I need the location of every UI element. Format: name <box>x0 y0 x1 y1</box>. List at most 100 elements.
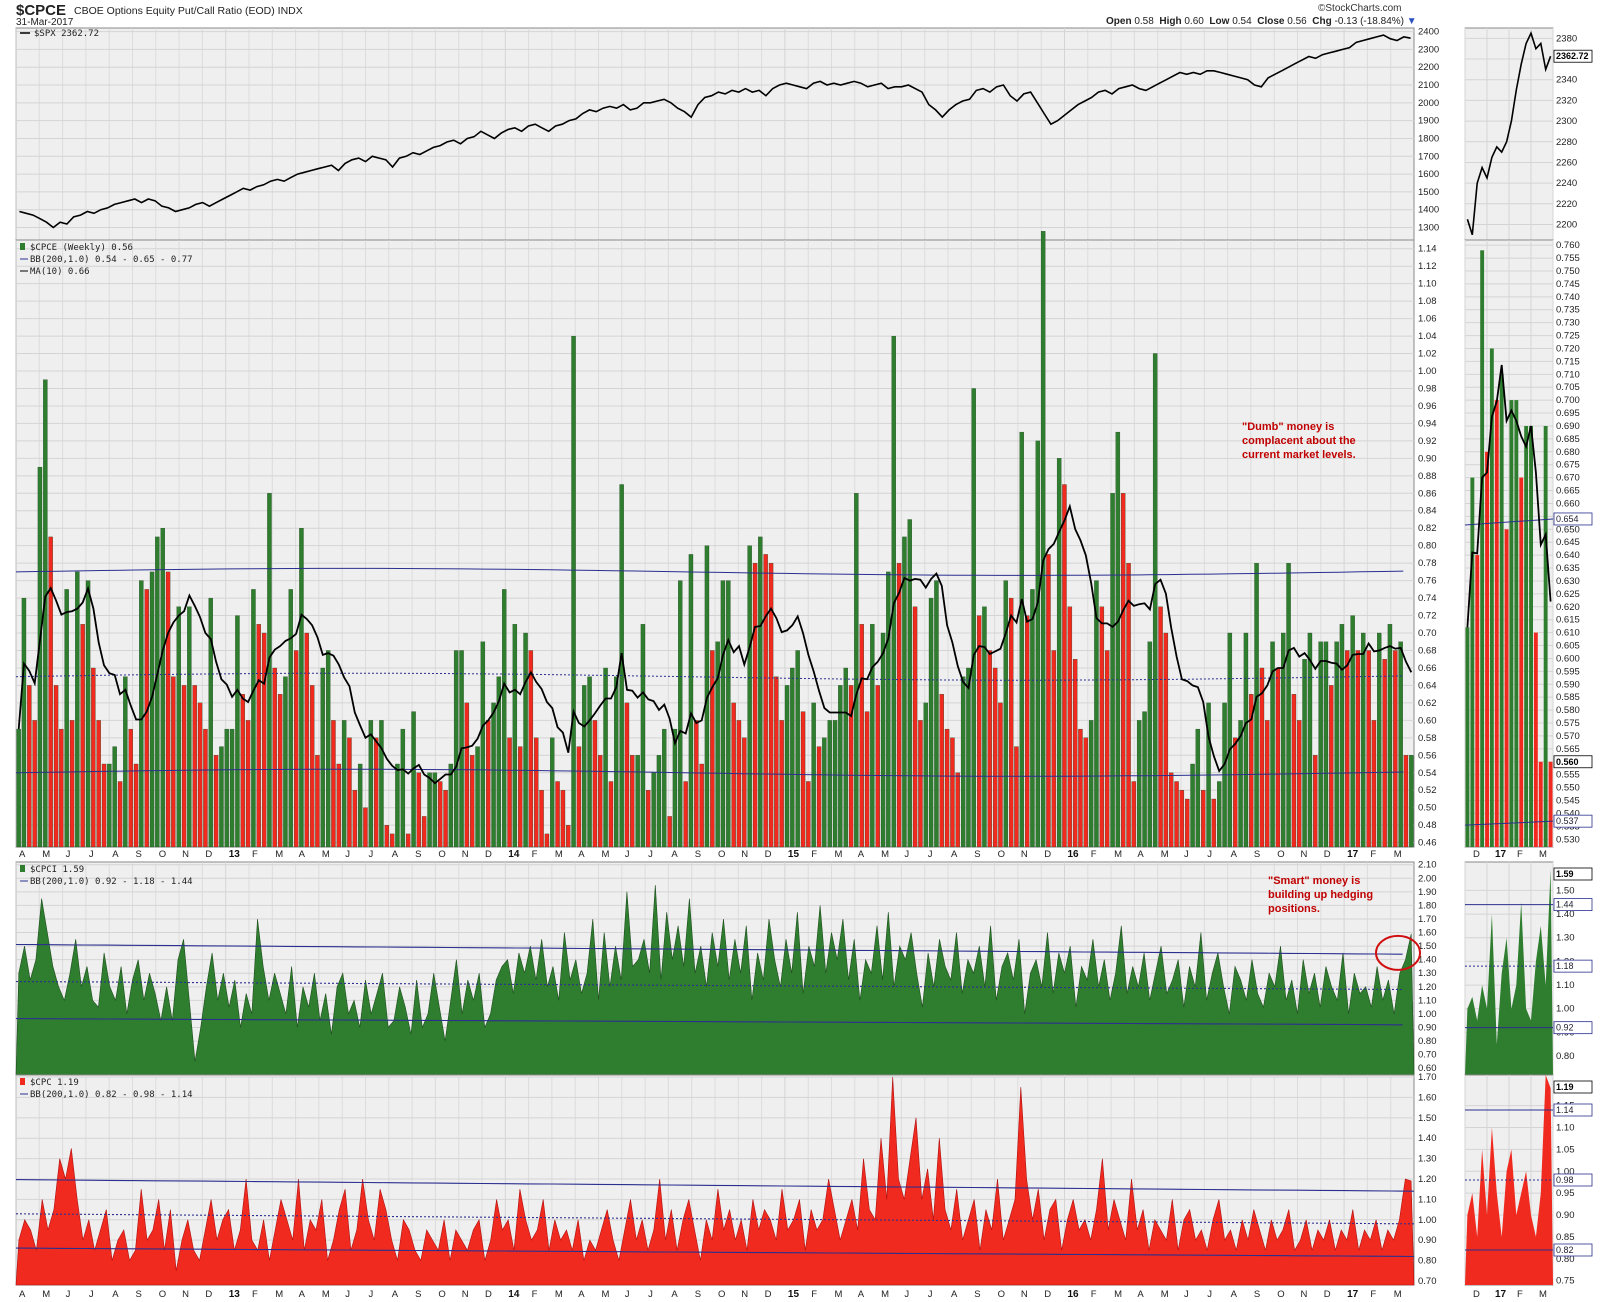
x-tick-label: M <box>42 1289 50 1300</box>
last-value-box <box>1553 898 1593 911</box>
cpce-bar <box>571 335 576 848</box>
cpce-bar <box>982 606 987 848</box>
cpce-bar <box>336 763 342 848</box>
cpce-bar <box>341 720 347 848</box>
cpce-bar <box>838 685 843 848</box>
y-tick-label: 0.96 <box>1418 401 1437 412</box>
y-tick-label: 0.90 <box>1556 1210 1575 1221</box>
y-tick-label: 0.52 <box>1418 785 1437 796</box>
cpce-bar <box>267 493 272 848</box>
y-tick-label: 1.00 <box>1556 1166 1575 1177</box>
last-value-label: 1.44 <box>1556 900 1574 910</box>
y-tick-label: 0.90 <box>1418 1235 1437 1246</box>
y-tick-label: 0.76 <box>1418 576 1437 587</box>
x-tick-label: D <box>1324 1289 1331 1300</box>
x-tick-label: M <box>1161 849 1169 860</box>
cpce-bb-mid <box>15 672 1404 681</box>
y-tick-label: 1300 <box>1418 223 1439 234</box>
cpce-bar <box>800 711 806 848</box>
y-tick-label: 2340 <box>1556 75 1577 86</box>
x-tick-label: 15 <box>788 849 800 860</box>
y-tick-label: 0.610 <box>1556 628 1580 639</box>
cpce-bar <box>155 536 160 848</box>
cpce-bar <box>1110 493 1115 848</box>
x-tick-label: A <box>392 1289 399 1300</box>
x-tick-label: O <box>718 849 725 860</box>
y-tick-label: 1.06 <box>1418 314 1437 325</box>
cpce-bar <box>1398 641 1403 848</box>
high-label: High <box>1159 16 1182 27</box>
cpce-bar <box>203 728 208 848</box>
chg-label: Chg <box>1312 16 1332 27</box>
y-tick-label: 0.95 <box>1556 1188 1575 1199</box>
y-tick-label: 1.30 <box>1418 1154 1437 1165</box>
cpce-bar <box>64 589 69 848</box>
y-tick-label: 0.80 <box>1556 1254 1575 1265</box>
cpce-bar <box>1259 667 1265 848</box>
x-tick-label: O <box>438 1289 445 1300</box>
x-tick-label: 13 <box>229 1289 241 1300</box>
spx-legend: $SPX 2362.72 <box>34 29 99 39</box>
cpce-bar <box>1313 755 1318 848</box>
cpce-bar <box>117 781 123 848</box>
cpce-bar <box>1190 763 1195 848</box>
x-tick-label: A <box>1137 1289 1144 1300</box>
y-tick-label: 2200 <box>1418 62 1439 73</box>
cpce-bar <box>1371 720 1377 848</box>
x-tick-label: F <box>252 1289 258 1300</box>
y-tick-label: 1400 <box>1418 205 1439 216</box>
y-tick-label: 2300 <box>1418 44 1439 55</box>
cpce-bar <box>544 833 550 848</box>
y-tick-label: 0.60 <box>1418 1063 1437 1074</box>
y-tick-label: 0.720 <box>1556 343 1580 354</box>
last-value-label: 0.560 <box>1556 757 1579 767</box>
cpce-bar <box>347 737 352 848</box>
cpce-bar <box>357 763 363 848</box>
y-tick-label: 0.555 <box>1556 770 1580 781</box>
cpce-bar <box>496 676 502 848</box>
x-tick-label: D <box>485 849 492 860</box>
cpce-side-bar <box>1519 477 1524 847</box>
x-tick-label: M <box>1161 1289 1169 1300</box>
cpce-bar <box>16 728 21 848</box>
y-tick-label: 0.755 <box>1556 253 1580 264</box>
x-tick-label: N <box>182 849 189 860</box>
cpce-legend-bb: BB(200,1.0) 0.54 - 0.65 - 0.77 <box>30 255 193 265</box>
cpce-side-bar <box>1480 250 1485 848</box>
cpce-bar <box>667 816 672 848</box>
cpce-side-bar <box>1543 426 1548 847</box>
spx-side-line <box>1466 31 1552 236</box>
cpce-bar <box>507 737 512 848</box>
y-tick-label: 0.645 <box>1556 537 1580 548</box>
x-tick-label: F <box>1370 849 1376 860</box>
cpce-bar <box>427 772 432 848</box>
dumb-money-note: complacent about the <box>1242 435 1356 447</box>
x-tick-label: N <box>462 1289 469 1300</box>
y-tick-label: 1800 <box>1418 133 1439 144</box>
cpce-bar <box>1307 632 1313 848</box>
cpce-bar <box>912 606 918 848</box>
y-tick-label: 2.00 <box>1418 873 1437 884</box>
cpce-bar <box>880 632 886 848</box>
x-tick-label: A <box>1137 849 1144 860</box>
cpce-bar <box>1233 737 1238 848</box>
cpce-bar <box>480 641 486 848</box>
x-tick-label: F <box>1091 849 1097 860</box>
cpce-bar <box>1099 606 1105 848</box>
cpce-bar <box>101 763 107 848</box>
chg-down-arrow-icon: ▼ <box>1406 16 1417 27</box>
cpce-bar <box>790 667 795 848</box>
cpce-side-bar <box>1489 348 1494 847</box>
cpce-bar <box>939 694 944 848</box>
cpce-bar <box>1088 720 1094 848</box>
cpce-bar <box>742 737 747 848</box>
y-tick-label: 0.650 <box>1556 524 1580 535</box>
cpce-bar <box>235 615 240 848</box>
cpce-bar <box>1062 484 1067 848</box>
cpce-bar <box>1265 720 1270 848</box>
cpce-bar <box>309 685 315 848</box>
cpce-bar <box>1366 650 1371 848</box>
x-tick-label: D <box>1473 849 1480 860</box>
cpce-bar <box>1163 632 1169 848</box>
x-tick-label: N <box>1021 1289 1028 1300</box>
